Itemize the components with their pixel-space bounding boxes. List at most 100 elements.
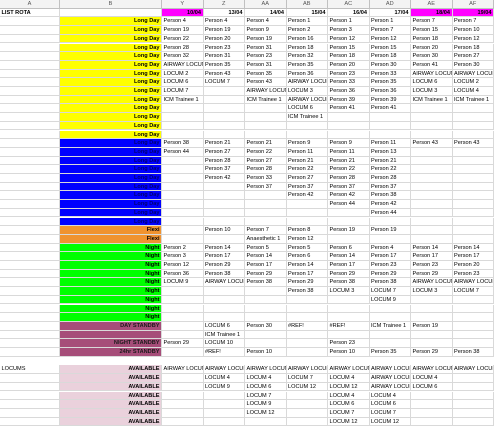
- rota-cell: LOCUM 6: [411, 78, 453, 87]
- rota-cell: Person 15: [369, 43, 411, 53]
- sheet-title: LIST ROTA: [0, 8, 60, 18]
- blank-cell: [0, 121, 60, 131]
- rota-cell: Person 21: [286, 156, 328, 166]
- rota-cell: Person 29: [369, 269, 411, 279]
- rota-cell: Person 29: [245, 269, 287, 279]
- rota-cell: Person 32: [162, 52, 204, 61]
- rota-cell: ICM Trainee 1: [162, 95, 204, 105]
- blank-cell: [162, 400, 204, 409]
- rota-cell: Person 29: [411, 269, 453, 279]
- column-header: A: [0, 0, 60, 9]
- rota-cell: LOCUM 2: [162, 69, 204, 79]
- rota-cell: LOCUM 12: [328, 382, 370, 392]
- blank-cell: [328, 330, 370, 340]
- rota-cell: Person 14: [286, 261, 328, 270]
- rota-cell: ICM Trainee 1: [411, 95, 453, 105]
- rota-cell: LOCUM 7: [203, 78, 245, 87]
- blank-cell: [411, 104, 453, 114]
- blank-cell: [0, 348, 60, 357]
- rota-cell: Person 39: [369, 95, 411, 105]
- row-label: Long Day: [60, 34, 162, 44]
- blank-cell: [0, 278, 60, 288]
- rota-cell: LOCUM 4: [328, 391, 370, 401]
- blank-cell: [328, 234, 370, 244]
- blank-cell: [0, 26, 60, 35]
- row-label: AVAILABLE: [60, 382, 162, 392]
- rota-cell: LOCUM 4: [452, 87, 494, 96]
- rota-cell: Person 27: [286, 174, 328, 183]
- rota-cell: Person 10: [328, 348, 370, 357]
- row-label: Flexi: [60, 226, 162, 235]
- blank-cell: [0, 226, 60, 235]
- rota-cell: LOCUM 6: [411, 382, 453, 392]
- blank-cell: [203, 217, 245, 227]
- blank-cell: [411, 130, 453, 140]
- blank-cell: [0, 147, 60, 157]
- rota-cell: AIRWAY LOCUM: [452, 278, 494, 288]
- rota-cell: LOCUM 4: [411, 374, 453, 383]
- row-label: Night: [60, 304, 162, 314]
- rota-cell: Person 36: [328, 87, 370, 96]
- row-label: Long Day: [60, 104, 162, 114]
- rota-cell: Person 41: [369, 104, 411, 114]
- rota-cell: Person 35: [369, 348, 411, 357]
- row-label: Long Day: [60, 52, 162, 61]
- blank-cell: [0, 321, 60, 331]
- rota-cell: Person 13: [369, 147, 411, 157]
- blank-cell: [245, 130, 287, 140]
- rota-cell: Person 28: [328, 174, 370, 183]
- blank-cell: [162, 313, 204, 322]
- rota-cell: Person 2: [162, 243, 204, 253]
- blank-cell: [411, 200, 453, 209]
- blank-cell: [203, 391, 245, 401]
- rota-cell: Person 11: [328, 147, 370, 157]
- blank-cell: [411, 295, 453, 305]
- row-label: Long Day: [60, 95, 162, 105]
- row-label: AVAILABLE: [60, 391, 162, 401]
- blank-cell: [0, 382, 60, 392]
- rota-cell: AIRWAY LOCUM: [286, 78, 328, 87]
- blank-cell: [286, 295, 328, 305]
- rota-cell: Person 27: [245, 156, 287, 166]
- blank-cell: [0, 87, 60, 96]
- rota-cell: #REF!: [203, 348, 245, 357]
- rota-cell: Person 15: [328, 43, 370, 53]
- blank-cell: [411, 156, 453, 166]
- blank-cell: [0, 417, 60, 427]
- blank-cell: [162, 165, 204, 174]
- row-label: Long Day: [60, 191, 162, 201]
- rota-cell: Person 37: [245, 182, 287, 192]
- rota-cell: Person 8: [286, 226, 328, 235]
- blank-cell: [0, 252, 60, 261]
- blank-cell: [203, 191, 245, 201]
- rota-cell: Person 2: [286, 26, 328, 35]
- date-header: 13/04: [203, 8, 245, 18]
- rota-cell: Person 18: [452, 43, 494, 53]
- rota-cell: AIRWAY LOCUM: [411, 69, 453, 79]
- rota-cell: Person 44: [369, 208, 411, 218]
- column-header: AF: [452, 0, 494, 9]
- rota-cell: LOCUM 10: [203, 339, 245, 348]
- blank-cell: [286, 217, 328, 227]
- column-header: AC: [328, 0, 370, 9]
- rota-cell: Person 17: [203, 252, 245, 261]
- blank-cell: [452, 147, 494, 157]
- rota-cell: AIRWAY LOCUM: [411, 365, 453, 375]
- blank-cell: [203, 95, 245, 105]
- blank-cell: [203, 408, 245, 418]
- rota-cell: Person 22: [328, 165, 370, 174]
- blank-cell: [203, 87, 245, 96]
- blank-cell: [0, 95, 60, 105]
- rota-cell: Person 4: [369, 243, 411, 253]
- blank-cell: [452, 174, 494, 183]
- blank-cell: [162, 234, 204, 244]
- blank-cell: [452, 339, 494, 348]
- blank-cell: [0, 113, 60, 122]
- rota-cell: Person 33: [245, 174, 287, 183]
- rota-cell: LOCUM 4: [369, 391, 411, 401]
- rota-cell: Anaesthetic 1: [245, 234, 287, 244]
- rota-cell: LOCUM 6: [245, 382, 287, 392]
- rota-cell: AIRWAY LOCUM: [203, 278, 245, 288]
- rota-cell: Person 21: [203, 139, 245, 148]
- blank-cell: [411, 400, 453, 409]
